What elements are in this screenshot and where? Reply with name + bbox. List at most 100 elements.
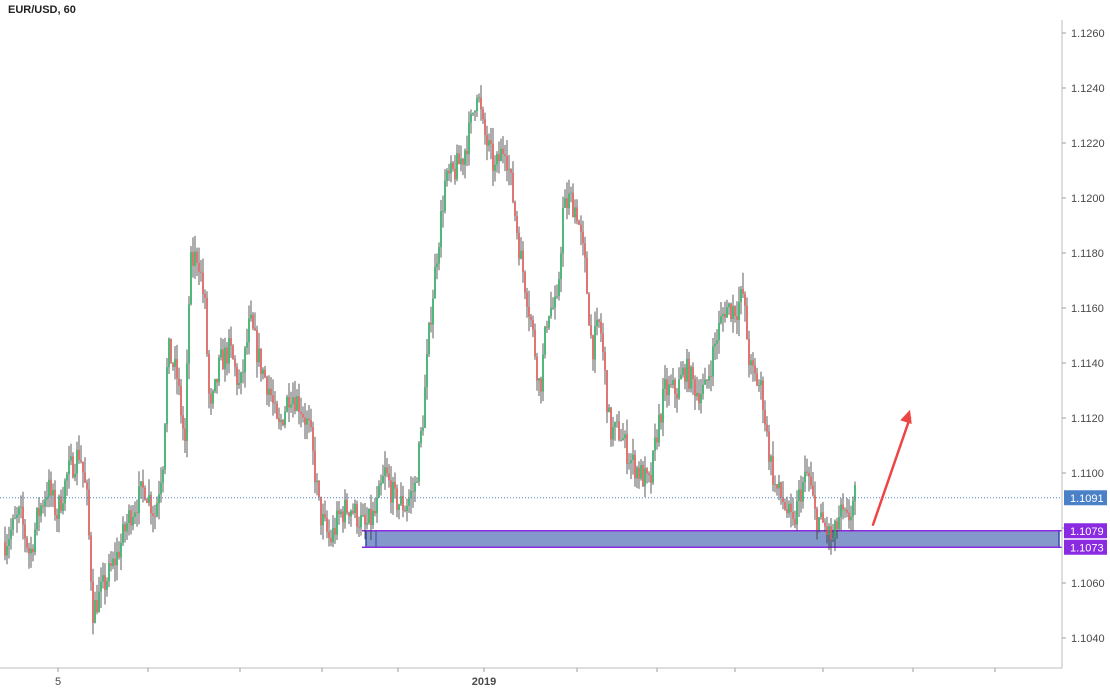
candle-body: [130, 510, 132, 526]
candle-body: [472, 112, 474, 114]
candle-body: [164, 424, 166, 470]
candle-body: [716, 340, 718, 344]
candle-body: [682, 367, 684, 375]
candle-body: [816, 508, 818, 531]
candle-body: [116, 551, 118, 566]
price-axis[interactable]: 1.1260 1.1240 1.1220 1.1200 1.1180 1.1160 1.11…: [1061, 20, 1105, 668]
candle-body: [410, 491, 412, 499]
candle-body: [310, 420, 312, 428]
trend-arrow-head[interactable]: [900, 409, 912, 424]
candle-body: [660, 414, 662, 423]
candle-body: [536, 356, 538, 381]
candle-body: [170, 338, 172, 364]
zone-top-badge: 1.1079: [1070, 526, 1104, 538]
candle-body: [776, 484, 778, 489]
time-axis[interactable]: 5 2019: [0, 667, 1062, 688]
candle-body: [256, 330, 258, 363]
candle-body: [818, 517, 820, 531]
candle-body: [206, 297, 208, 354]
candle-body: [416, 481, 418, 483]
candle-body: [400, 496, 402, 505]
x-tick-label: 5: [55, 676, 61, 688]
candle-body: [60, 496, 62, 511]
candle-body: [724, 313, 726, 318]
candle-body: [150, 494, 152, 514]
candle-body: [278, 418, 280, 423]
candle-body: [20, 506, 22, 508]
candle-body: [744, 293, 746, 306]
candle-body: [190, 251, 192, 305]
candle-body: [184, 428, 186, 441]
candle-body: [740, 289, 742, 303]
candle-body: [260, 348, 262, 375]
candle-body: [10, 529, 12, 540]
support-zone[interactable]: [362, 530, 1062, 548]
candle-body: [292, 397, 294, 405]
candle-body: [106, 581, 108, 590]
candle-body: [620, 439, 622, 441]
candle-body: [406, 505, 408, 512]
candle-body: [204, 293, 206, 298]
candle-body: [638, 467, 640, 479]
candle-body: [42, 505, 44, 507]
support-zone-rect[interactable]: [365, 530, 1060, 548]
candle-body: [376, 497, 378, 514]
candle-body: [374, 510, 376, 514]
y-tick-label: 1.1220: [1071, 138, 1105, 150]
candle-body: [500, 148, 502, 162]
candle-body: [270, 388, 272, 396]
y-tick-label: 1.1240: [1071, 83, 1105, 95]
candle-body: [756, 373, 758, 386]
candle-body: [762, 380, 764, 410]
candle-body: [50, 479, 52, 496]
candle-body: [432, 298, 434, 325]
candle-body: [592, 335, 594, 360]
trend-arrow[interactable]: [871, 409, 912, 526]
candle-body: [114, 558, 116, 566]
candle-body: [8, 539, 10, 547]
candle-body: [836, 521, 838, 530]
candle-body: [546, 326, 548, 328]
candle-body: [738, 302, 740, 321]
candle-body: [820, 512, 822, 518]
trend-arrow-shaft[interactable]: [871, 416, 912, 526]
candle-body: [54, 489, 56, 515]
y-tick-label: 1.1180: [1071, 248, 1104, 260]
candle-body: [794, 518, 796, 525]
candle-body: [438, 247, 440, 264]
candle-body: [372, 510, 374, 526]
candle-body: [396, 488, 398, 510]
candle-body: [160, 482, 162, 495]
candle-body: [728, 303, 730, 308]
candle-body: [338, 510, 340, 515]
candle-body: [262, 369, 264, 375]
candle-body: [36, 508, 38, 530]
candle-body: [598, 319, 600, 322]
candle-body: [18, 507, 20, 515]
candle-body: [68, 460, 70, 475]
candle-body: [586, 257, 588, 294]
candle-body: [66, 474, 68, 481]
candle-body: [758, 385, 760, 386]
candle-body: [544, 326, 546, 355]
candle-body: [276, 403, 278, 419]
candle-body: [662, 388, 664, 423]
candle-body: [710, 376, 712, 378]
candle-body: [290, 404, 292, 408]
candle-body: [124, 524, 126, 532]
candle-body: [702, 384, 704, 395]
candle-body: [324, 513, 326, 518]
candle-body: [414, 482, 416, 492]
candle-body: [704, 379, 706, 385]
candle-body: [504, 154, 506, 156]
candle-body: [606, 370, 608, 413]
candle-body: [668, 384, 670, 396]
candle-body: [238, 382, 240, 385]
candle-body: [806, 471, 808, 473]
candle-body: [534, 329, 536, 357]
candle-body: [530, 316, 532, 321]
candle-body: [176, 358, 178, 379]
candle-body: [128, 510, 130, 524]
candle-body: [286, 396, 288, 412]
